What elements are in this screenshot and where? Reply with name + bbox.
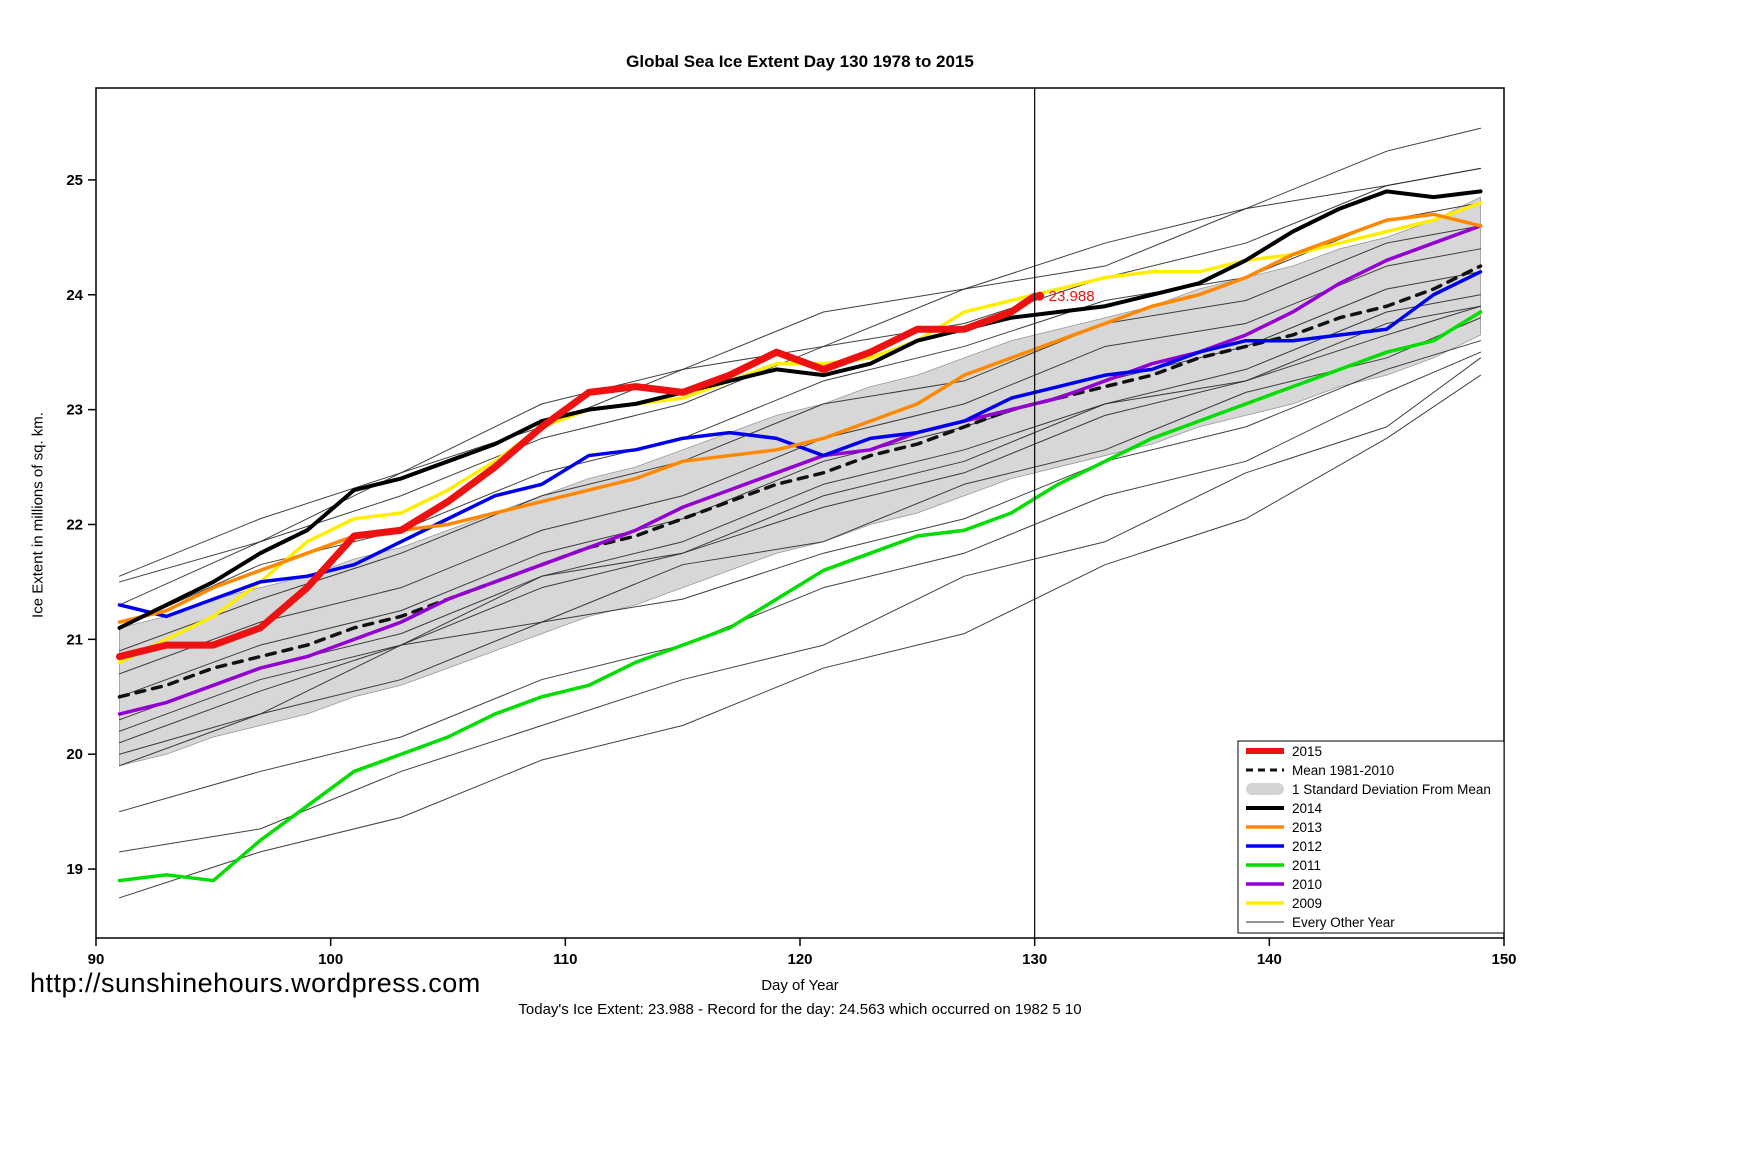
- legend-label: 2015: [1292, 744, 1322, 759]
- other-year-line-13: [118, 167, 1482, 583]
- other-year-line-2: [118, 351, 1482, 813]
- x-tick-label: 150: [1491, 951, 1516, 968]
- legend-label: 1 Standard Deviation From Mean: [1292, 782, 1491, 797]
- legend-box: [1237, 740, 1505, 934]
- legend-label: 2012: [1292, 839, 1322, 854]
- legend-swatch-band: [1246, 783, 1284, 795]
- other-year-line-6: [118, 294, 1482, 721]
- x-tick-label: 110: [553, 951, 577, 968]
- other-year-line-3: [118, 340, 1482, 767]
- legend-label: 2011: [1292, 858, 1321, 873]
- x-tick-label: 140: [1257, 951, 1282, 968]
- mean-line: [117, 264, 1483, 699]
- series-line-2014: [117, 189, 1483, 630]
- series-line-2013: [117, 212, 1483, 624]
- other-year-line-5: [118, 305, 1482, 744]
- legend-label: Every Other Year: [1292, 915, 1395, 930]
- legend-label: Mean 1981-2010: [1292, 763, 1394, 778]
- y-tick-label: 24: [66, 287, 83, 304]
- x-axis-label: Day of Year: [761, 977, 839, 994]
- other-year-line-10: [118, 202, 1482, 629]
- x-tick-label: 120: [787, 951, 812, 968]
- std-deviation-band: [119, 196, 1481, 767]
- y-tick-label: 19: [66, 861, 83, 878]
- legend-label: 2014: [1292, 801, 1323, 816]
- legend-label: 2013: [1292, 820, 1322, 835]
- x-tick-label: 100: [318, 951, 343, 968]
- x-tick-label: 90: [88, 951, 105, 968]
- other-year-line-4: [118, 317, 1482, 755]
- today-value-label: 23.988: [1049, 288, 1095, 305]
- y-tick-label: 25: [66, 172, 83, 189]
- series-line-2010: [117, 224, 1483, 716]
- chart-title: Global Sea Ice Extent Day 130 1978 to 20…: [626, 52, 974, 71]
- other-year-line-1: [118, 357, 1482, 853]
- y-tick-label: 22: [66, 516, 83, 533]
- y-tick-label: 23: [66, 402, 83, 419]
- footer-url[interactable]: http://sunshinehours.wordpress.com: [30, 968, 481, 998]
- legend-label: 2010: [1292, 877, 1322, 892]
- series-line-2015: [115, 292, 1039, 661]
- other-year-line-0: [118, 374, 1482, 899]
- today-marker: [1035, 291, 1045, 301]
- footer-note: Today's Ice Extent: 23.988 - Record for …: [518, 1001, 1082, 1018]
- y-tick-label: 21: [66, 631, 83, 648]
- series-line-2012: [117, 270, 1483, 619]
- other-year-line-9: [118, 225, 1482, 652]
- x-tick-label: 130: [1022, 951, 1047, 968]
- other-year-line-7: [118, 271, 1482, 698]
- other-year-line-14: [118, 305, 1482, 732]
- y-tick-label: 20: [66, 746, 83, 763]
- series-line-2011: [117, 310, 1483, 883]
- legend-label: 2009: [1292, 896, 1322, 911]
